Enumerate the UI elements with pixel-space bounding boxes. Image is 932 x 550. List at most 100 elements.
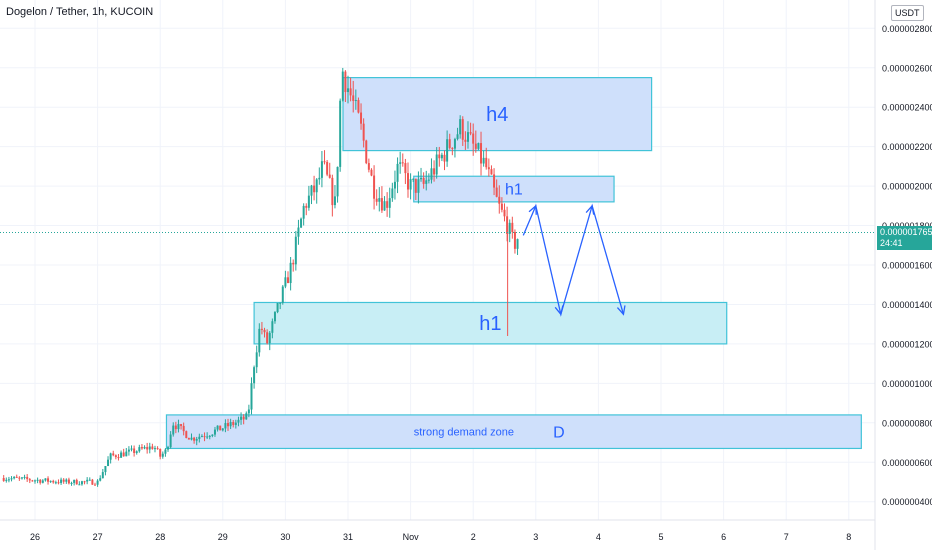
candle-body — [453, 139, 456, 149]
candle-body — [148, 446, 151, 450]
candle-body — [300, 218, 303, 228]
candle-body — [224, 423, 227, 429]
candle-body — [487, 167, 490, 170]
candle-body — [169, 434, 172, 448]
candle-body — [313, 185, 316, 193]
candle-body — [34, 480, 36, 482]
candle-body — [187, 437, 190, 440]
zone-box[interactable] — [413, 175, 615, 203]
candle-body — [420, 178, 423, 180]
candle-body — [516, 239, 519, 249]
candle-body — [425, 180, 428, 184]
candle-body — [2, 478, 5, 481]
zone-label: h1 — [479, 313, 501, 335]
zone-label: D — [553, 425, 565, 442]
candle-body — [78, 484, 81, 486]
candle-body — [383, 201, 386, 211]
time-tick-label: 6 — [721, 532, 726, 542]
zone-label: h1 — [505, 181, 523, 198]
price-tick-label: 0.000002200 — [882, 142, 932, 152]
candle-body — [216, 425, 219, 430]
candle-body — [143, 447, 146, 449]
candle-body — [26, 476, 29, 480]
price-tick-label: 0.000001200 — [882, 339, 932, 349]
candle-body — [101, 472, 104, 479]
candle-body — [177, 424, 180, 430]
candle-body — [354, 100, 357, 102]
candle-body — [245, 413, 248, 420]
candle-body — [318, 177, 321, 180]
last-price-label: 0.000001765 — [880, 227, 932, 237]
candle-body — [378, 198, 381, 202]
candle-body — [511, 222, 514, 232]
candle-body — [10, 478, 13, 480]
candle-body — [495, 187, 498, 197]
candle-body — [500, 203, 503, 210]
candle-body — [341, 71, 344, 101]
candle-body — [480, 143, 483, 164]
candle-body — [305, 205, 308, 208]
zones[interactable]: h4 h1 h1 strong demand zone D — [165, 77, 862, 450]
price-tick-label: 0.000002000 — [882, 182, 932, 192]
candle-body — [391, 188, 394, 199]
price-tick-label: 0.000002400 — [882, 103, 932, 113]
zone-label: h4 — [486, 104, 508, 126]
candle-body — [47, 478, 50, 482]
projection-arrows[interactable] — [522, 203, 626, 317]
projection-path[interactable] — [522, 203, 625, 317]
arrow-head — [528, 204, 537, 215]
candle-body — [466, 132, 469, 142]
candle-body — [292, 262, 295, 265]
candle-body — [273, 312, 276, 322]
candle-body — [456, 134, 459, 140]
candle-body — [41, 480, 44, 483]
time-tick-label: 3 — [533, 532, 538, 542]
price-axis[interactable]: 0.000002800 0.000002600 0.000002400 0.00000… — [874, 0, 932, 550]
candle-body — [508, 222, 511, 234]
candle-body — [54, 482, 57, 484]
candle-body — [96, 480, 99, 485]
candle-body — [49, 480, 52, 482]
currency-button[interactable]: USDT — [891, 5, 924, 21]
candle-body — [130, 448, 133, 450]
candle-body — [367, 163, 370, 170]
candle-body — [482, 157, 485, 164]
candle-body — [203, 436, 206, 438]
time-tick-label: 2 — [471, 532, 476, 542]
candle-body — [109, 453, 112, 460]
candle-body — [326, 161, 329, 175]
candle-body — [459, 119, 462, 135]
candle-body — [213, 429, 216, 435]
candle-body — [336, 166, 339, 197]
candle-body — [433, 168, 436, 175]
time-tick-label: 28 — [155, 532, 165, 542]
candle-body — [135, 451, 138, 453]
candle-body — [393, 181, 396, 189]
candle-body — [297, 227, 300, 237]
candle-body — [279, 302, 282, 304]
candle-body — [159, 449, 162, 457]
candle-body — [412, 178, 415, 180]
candle-body — [461, 119, 464, 140]
candle-body — [435, 154, 438, 175]
candle-body — [409, 179, 412, 190]
zone-box[interactable] — [253, 301, 728, 345]
candle-body — [276, 302, 279, 313]
candle-body — [339, 100, 342, 167]
candle-body — [73, 479, 76, 483]
candle-body — [75, 479, 78, 485]
candle-body — [182, 425, 185, 432]
zone-box[interactable] — [165, 414, 862, 450]
candle-body — [281, 286, 284, 303]
candle-body — [127, 449, 130, 452]
candle-body — [200, 436, 203, 438]
arrow-head — [554, 305, 564, 316]
candle-body — [65, 479, 68, 482]
candle-body — [156, 448, 159, 450]
candle-body — [20, 477, 23, 479]
time-axis[interactable]: 26 27 28 29 30 31 Nov 2 3 4 5 6 7 8 — [0, 519, 875, 542]
candle-body — [448, 139, 451, 148]
zone-box[interactable] — [342, 77, 653, 152]
candle-body — [253, 367, 256, 384]
